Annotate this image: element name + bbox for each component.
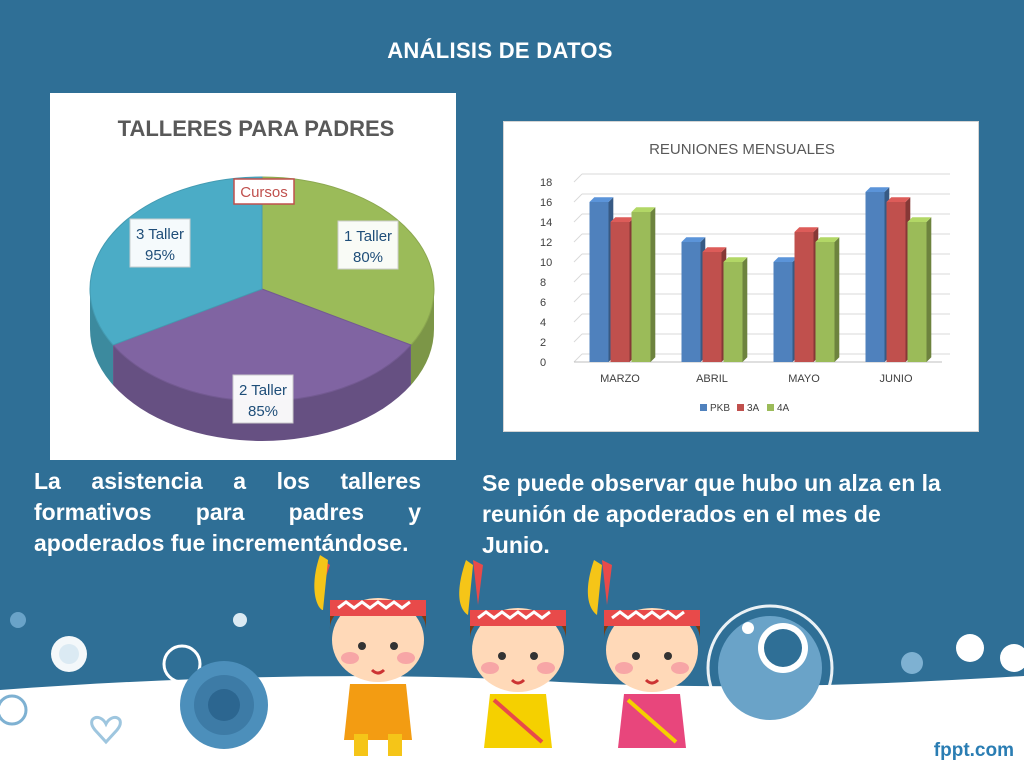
y-tick-label: 0 (540, 357, 546, 369)
pie-data-label: 1 Taller 80% (337, 220, 399, 270)
bar (865, 187, 890, 362)
y-tick-label: 8 (540, 277, 546, 289)
bar (907, 217, 932, 362)
bar (794, 227, 819, 362)
pie-data-label: 2 Taller 85% (232, 374, 294, 424)
slide-title: ANÁLISIS DE DATOS (387, 38, 613, 63)
bar (773, 257, 798, 362)
legend-swatch (767, 404, 774, 411)
pie-slice-label: 2 Taller (239, 382, 287, 399)
y-tick-label: 16 (540, 197, 552, 209)
pie-legend-box: Cursos (233, 178, 295, 205)
pie-slice-label: 3 Taller (136, 226, 184, 243)
pie-chart-title: TALLERES PARA PADRES (118, 116, 395, 141)
y-tick-label: 4 (540, 317, 546, 329)
bar-chart-panel: REUNIONES MENSUALES 0 2 4 6 8 10 12 14 16 18 MARZO… (503, 121, 979, 432)
pie-legend-label: Cursos (240, 184, 288, 201)
x-tick-label: MARZO (600, 373, 640, 385)
legend-label: PKB (710, 403, 730, 414)
pie-slice-value: 85% (248, 403, 278, 420)
bar-chart: REUNIONES MENSUALES 0 2 4 6 8 10 12 14 16 18 MARZO… (540, 141, 950, 414)
pie-slice-value: 95% (145, 247, 175, 264)
bar (815, 237, 840, 362)
bar (610, 217, 635, 362)
pie-slice-side (113, 345, 411, 441)
bubbles-decoration (0, 604, 1024, 749)
y-tick-label: 14 (540, 217, 552, 229)
y-tick-label: 6 (540, 297, 546, 309)
x-tick-label: MAYO (788, 373, 820, 385)
bar (681, 237, 706, 362)
bar (886, 197, 911, 362)
bar (723, 257, 748, 362)
caption-talleres: La asistencia a los talleres formativos … (34, 468, 421, 556)
bar-chart-title: REUNIONES MENSUALES (649, 141, 835, 158)
pie-chart-panel: TALLERES PARA PADRES 1 Taller 80% 2 Taller… (50, 93, 456, 460)
pie-chart: TALLERES PARA PADRES 1 Taller 80% 2 Taller… (89, 116, 435, 441)
x-tick-label: ABRIL (696, 373, 728, 385)
pie-slice-label: 1 Taller (344, 228, 392, 245)
pie-slice-side (410, 289, 434, 385)
pie-slice-side (90, 289, 114, 385)
pie-depth (90, 289, 434, 441)
y-tick-label: 18 (540, 177, 552, 189)
brand-logo: fppt.com (933, 740, 1014, 761)
legend-swatch (737, 404, 744, 411)
y-tick-label: 12 (540, 237, 552, 249)
pie-data-label: 3 Taller 95% (129, 218, 191, 268)
bar (589, 197, 614, 362)
legend-swatch (700, 404, 707, 411)
legend-label: 3A (747, 403, 760, 414)
y-tick-label: 10 (540, 257, 552, 269)
legend-label: 4A (777, 403, 790, 414)
y-tick-label: 2 (540, 337, 546, 349)
kids-illustration (314, 555, 701, 756)
pie-slice-value: 80% (353, 249, 383, 266)
caption-reuniones: Se puede observar que hubo un alza en la… (482, 470, 941, 558)
x-tick-label: JUNIO (880, 373, 913, 385)
bar-legend: PKB 3A 4A (700, 403, 790, 414)
bar (631, 207, 656, 362)
bar (702, 247, 727, 362)
